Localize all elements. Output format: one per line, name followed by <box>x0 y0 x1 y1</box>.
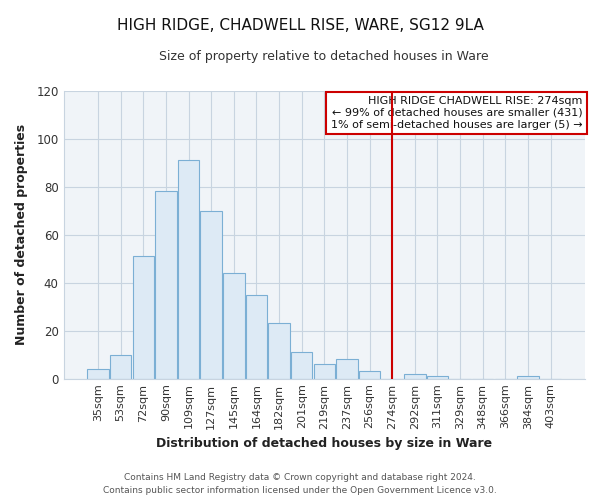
Bar <box>336 360 358 378</box>
Y-axis label: Number of detached properties: Number of detached properties <box>15 124 28 345</box>
Bar <box>223 273 245 378</box>
Text: HIGH RIDGE, CHADWELL RISE, WARE, SG12 9LA: HIGH RIDGE, CHADWELL RISE, WARE, SG12 9L… <box>116 18 484 32</box>
Bar <box>427 376 448 378</box>
Bar <box>133 256 154 378</box>
Bar <box>200 210 222 378</box>
Bar <box>245 294 267 378</box>
Text: HIGH RIDGE CHADWELL RISE: 274sqm
← 99% of detached houses are smaller (431)
1% o: HIGH RIDGE CHADWELL RISE: 274sqm ← 99% o… <box>331 96 583 130</box>
Bar <box>87 369 109 378</box>
Bar <box>404 374 425 378</box>
Text: Contains HM Land Registry data © Crown copyright and database right 2024.
Contai: Contains HM Land Registry data © Crown c… <box>103 473 497 495</box>
Bar <box>155 192 176 378</box>
Bar <box>291 352 313 378</box>
Bar <box>178 160 199 378</box>
Bar <box>517 376 539 378</box>
Bar <box>268 324 290 378</box>
Bar <box>314 364 335 378</box>
Bar <box>110 354 131 378</box>
Title: Size of property relative to detached houses in Ware: Size of property relative to detached ho… <box>160 50 489 63</box>
X-axis label: Distribution of detached houses by size in Ware: Distribution of detached houses by size … <box>156 437 493 450</box>
Bar <box>359 372 380 378</box>
